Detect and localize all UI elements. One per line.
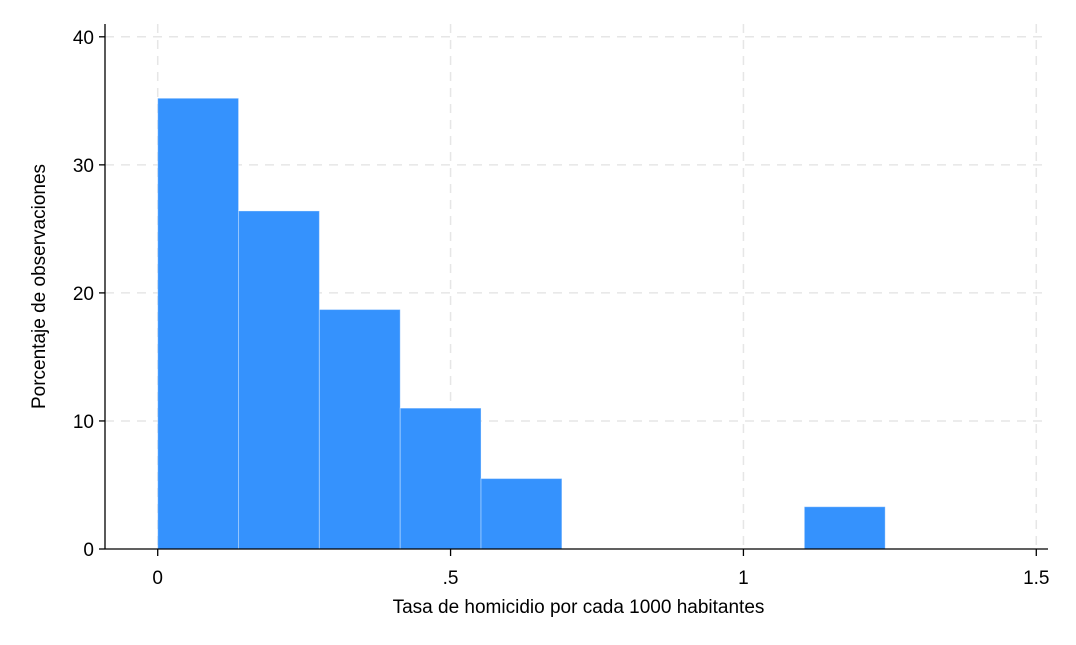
y-tick-label: 0 (83, 540, 94, 561)
y-tick-label: 30 (73, 156, 94, 177)
histogram-bar (238, 210, 320, 550)
histogram-bar (157, 97, 240, 550)
tick-labels: 0 10 20 30 40 0 .5 1 1.5 (73, 28, 1050, 589)
histogram-bar (318, 309, 401, 550)
y-tick-label: 20 (73, 284, 94, 305)
y-tick-label: 10 (73, 412, 94, 433)
y-axis-title: Porcentaje de observaciones (29, 164, 50, 409)
histogram-bar (399, 407, 482, 550)
histogram-bar (803, 506, 886, 550)
x-axis-title: Tasa de homicidio por cada 1000 habitant… (393, 597, 765, 618)
y-tick-label: 40 (73, 28, 94, 49)
histogram-bars (157, 97, 886, 550)
histogram-bar (480, 478, 563, 550)
axes (104, 24, 1048, 550)
x-tick-label: .5 (443, 568, 459, 589)
x-tick-label: 0 (152, 568, 163, 589)
x-tick-label: 1 (738, 568, 749, 589)
x-tick-label: 1.5 (1023, 568, 1049, 589)
